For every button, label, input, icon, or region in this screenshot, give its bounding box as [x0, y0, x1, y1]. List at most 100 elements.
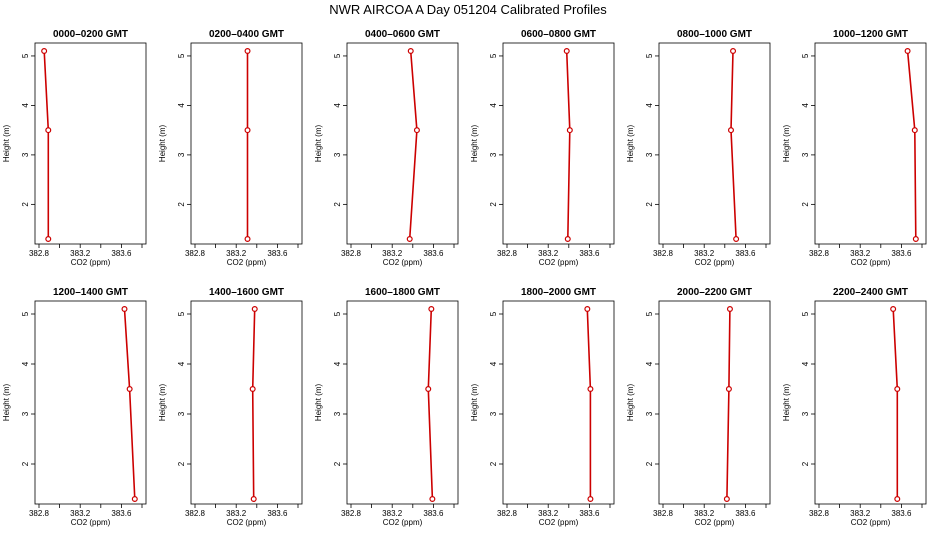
data-point — [413, 127, 420, 134]
data-point — [912, 236, 919, 243]
y-tick-label: 4 — [645, 103, 654, 108]
data-point — [45, 127, 52, 134]
y-tick-label: 3 — [645, 411, 654, 416]
x-tick-label: 383.6 — [735, 249, 756, 258]
series-line — [427, 308, 434, 500]
y-axis-label: Height (m) — [470, 124, 479, 162]
x-tick-label: 383.2 — [850, 509, 871, 518]
panel-title: 1600–1800 GMT — [365, 287, 440, 298]
plot-frame — [190, 300, 303, 505]
data-point — [566, 127, 573, 134]
x-tick-label: 382.8 — [497, 509, 518, 518]
plot-frame — [502, 42, 615, 245]
data-point — [723, 496, 730, 503]
y-tick-label: 3 — [489, 152, 498, 157]
data-point — [425, 386, 432, 393]
y-tick-label: 2 — [801, 461, 810, 466]
data-point — [564, 236, 571, 243]
x-tick-label: 383.6 — [423, 249, 444, 258]
y-tick-label: 5 — [177, 311, 186, 316]
y-axis-label: Height (m) — [158, 124, 167, 162]
series-line — [251, 308, 256, 500]
data-point — [244, 47, 251, 54]
x-tick-label: 383.2 — [382, 509, 403, 518]
series-line — [586, 308, 592, 499]
y-tick-label: 3 — [177, 152, 186, 157]
panel-title: 1400–1600 GMT — [209, 287, 284, 298]
series-line — [123, 308, 136, 500]
y-axis-label: Height (m) — [470, 383, 479, 421]
x-axis-label: CO2 (ppm) — [383, 518, 423, 527]
y-axis-label: Height (m) — [2, 383, 11, 421]
x-axis-label: CO2 (ppm) — [851, 518, 891, 527]
data-point — [563, 47, 570, 54]
series-line — [726, 308, 731, 500]
x-axis-label: CO2 (ppm) — [695, 258, 735, 267]
plot-frame — [346, 42, 459, 245]
y-tick-label: 5 — [645, 53, 654, 58]
x-tick-label: 383.2 — [226, 509, 247, 518]
y-tick-label: 5 — [489, 53, 498, 58]
series-line — [892, 308, 899, 499]
data-point — [587, 496, 594, 503]
data-point — [733, 236, 740, 243]
x-axis-label: CO2 (ppm) — [695, 518, 735, 527]
x-tick-label: 382.8 — [341, 509, 362, 518]
data-point — [730, 47, 737, 54]
y-tick-label: 5 — [177, 53, 186, 58]
data-point — [131, 496, 138, 503]
x-tick-label: 383.6 — [579, 249, 600, 258]
y-axis-label: Height (m) — [2, 124, 11, 162]
panel-title: 0800–1000 GMT — [677, 29, 752, 40]
panel-title: 2000–2200 GMT — [677, 287, 752, 298]
y-tick-label: 5 — [801, 53, 810, 58]
data-point — [428, 306, 435, 313]
y-tick-label: 5 — [21, 311, 30, 316]
x-tick-label: 382.8 — [29, 509, 50, 518]
x-tick-label: 382.8 — [809, 509, 830, 518]
y-tick-label: 2 — [21, 461, 30, 466]
plot-frame — [658, 42, 771, 245]
x-axis-label: CO2 (ppm) — [71, 518, 111, 527]
x-tick-label: 382.8 — [29, 249, 50, 258]
y-tick-label: 3 — [489, 411, 498, 416]
series-line — [906, 50, 917, 240]
panel-title: 1800–2000 GMT — [521, 287, 596, 298]
y-tick-label: 4 — [333, 361, 342, 366]
y-tick-label: 5 — [333, 311, 342, 316]
panel-title: 1200–1400 GMT — [53, 287, 128, 298]
x-axis-label: CO2 (ppm) — [227, 518, 267, 527]
data-point — [244, 236, 251, 243]
y-tick-label: 2 — [645, 202, 654, 207]
x-tick-label: 383.2 — [70, 509, 91, 518]
y-tick-label: 3 — [645, 152, 654, 157]
x-axis-label: CO2 (ppm) — [71, 258, 111, 267]
series-line — [730, 50, 737, 240]
y-tick-label: 2 — [21, 202, 30, 207]
data-point — [407, 47, 414, 54]
data-point — [121, 306, 128, 313]
x-tick-label: 383.6 — [891, 249, 912, 258]
plot-frame — [658, 300, 771, 505]
x-axis-label: CO2 (ppm) — [539, 518, 579, 527]
x-tick-label: 383.2 — [70, 249, 91, 258]
data-point — [584, 306, 591, 313]
x-tick-label: 382.8 — [809, 249, 830, 258]
figure-title: NWR AIRCOA A Day 051204 Calibrated Profi… — [329, 2, 607, 17]
data-point — [725, 386, 732, 393]
y-tick-label: 3 — [21, 411, 30, 416]
y-tick-label: 2 — [645, 461, 654, 466]
x-axis-label: CO2 (ppm) — [227, 258, 267, 267]
plot-frame — [346, 300, 459, 505]
series-line — [43, 50, 50, 239]
y-tick-label: 4 — [177, 103, 186, 108]
